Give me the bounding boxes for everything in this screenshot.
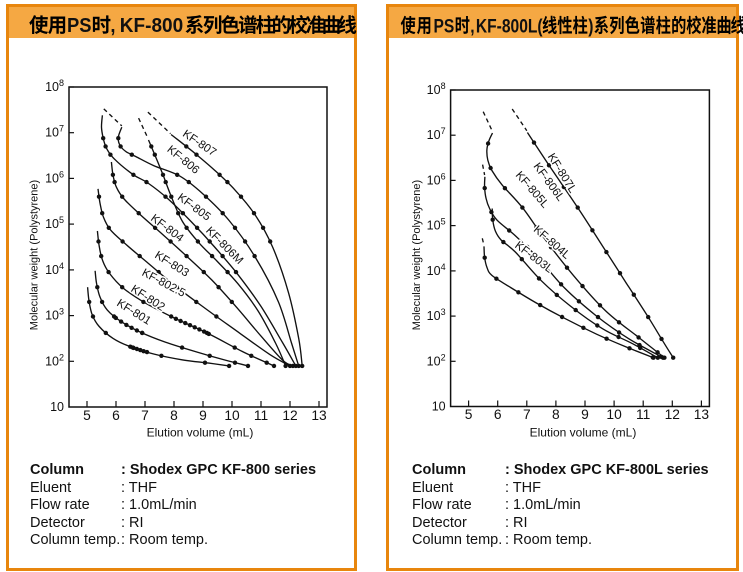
svg-text:103: 103 — [427, 307, 446, 323]
svg-text:11: 11 — [254, 408, 268, 423]
svg-text:KF-806M: KF-806M — [203, 225, 245, 267]
svg-text:5: 5 — [465, 407, 473, 422]
svg-text:11: 11 — [636, 407, 650, 422]
svg-text:102: 102 — [45, 352, 64, 368]
svg-text:10: 10 — [606, 407, 622, 422]
svg-text:108: 108 — [45, 78, 64, 94]
svg-text:,: , — [470, 15, 474, 37]
svg-text:105: 105 — [45, 215, 64, 231]
svg-text:): ) — [588, 15, 593, 37]
svg-text:104: 104 — [427, 262, 446, 278]
svg-text:105: 105 — [427, 217, 446, 233]
svg-text:6: 6 — [112, 408, 120, 423]
svg-text:102: 102 — [427, 352, 446, 368]
svg-text:PS: PS — [434, 15, 455, 37]
svg-text:106: 106 — [45, 169, 64, 185]
svg-text:7: 7 — [141, 408, 149, 423]
svg-text:104: 104 — [45, 261, 64, 277]
svg-text:107: 107 — [45, 124, 64, 140]
svg-text:10: 10 — [224, 408, 240, 423]
svg-text:8: 8 — [552, 407, 560, 422]
svg-text:KF-800L(: KF-800L( — [476, 15, 543, 37]
svg-text:,: , — [110, 16, 115, 38]
svg-text:6: 6 — [494, 407, 502, 422]
svg-text:PS: PS — [67, 16, 92, 38]
svg-text:KF-800: KF-800 — [120, 15, 183, 38]
svg-text:7: 7 — [523, 407, 531, 422]
svg-text:13: 13 — [694, 407, 710, 422]
svg-text:8: 8 — [170, 408, 178, 423]
svg-text:103: 103 — [45, 307, 64, 323]
svg-text:108: 108 — [427, 81, 446, 97]
svg-text:9: 9 — [199, 408, 207, 423]
svg-text:Elution volume (mL): Elution volume (mL) — [147, 426, 254, 440]
svg-text:13: 13 — [311, 408, 327, 423]
svg-text:106: 106 — [427, 171, 446, 187]
svg-text:Molecular weight (Polystyrene): Molecular weight (Polystyrene) — [29, 180, 41, 330]
svg-text:Elution volume (mL): Elution volume (mL) — [530, 426, 637, 440]
svg-text:12: 12 — [665, 407, 680, 422]
svg-text:12: 12 — [282, 408, 297, 423]
svg-text:Molecular weight (Polystyrene): Molecular weight (Polystyrene) — [411, 180, 423, 330]
svg-text:10: 10 — [50, 400, 64, 414]
svg-text:9: 9 — [581, 407, 589, 422]
svg-text:107: 107 — [427, 126, 446, 142]
svg-text:10: 10 — [432, 400, 446, 414]
svg-text:5: 5 — [83, 408, 91, 423]
